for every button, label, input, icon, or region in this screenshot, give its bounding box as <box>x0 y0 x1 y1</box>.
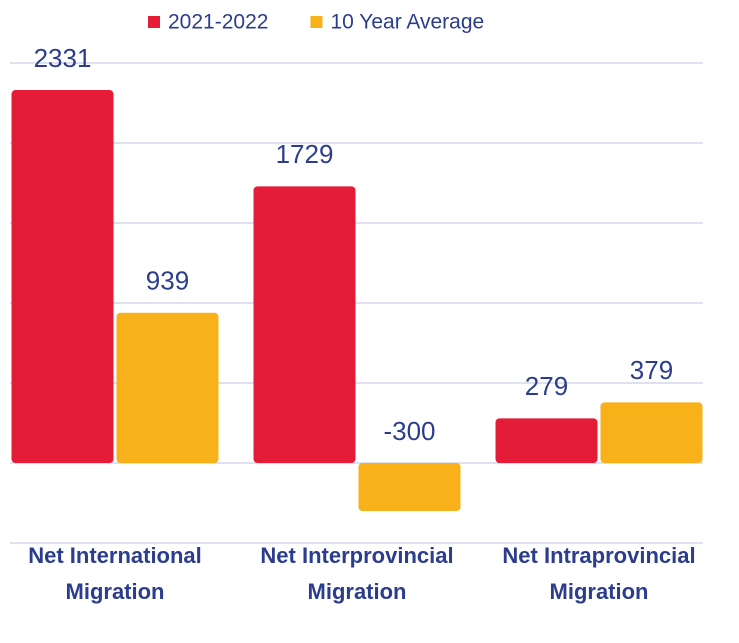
bar <box>495 418 598 463</box>
x-tick-label: Net Interprovincial Migration <box>260 543 453 604</box>
legend-swatch <box>148 16 160 28</box>
value-label: 1729 <box>276 139 334 169</box>
legend-swatch <box>310 16 323 28</box>
legend-label: 2021-2022 <box>168 11 268 34</box>
bar <box>11 90 114 463</box>
value-label: -300 <box>383 416 435 446</box>
bar <box>253 186 356 464</box>
bar <box>600 402 703 463</box>
value-label: 2331 <box>34 43 92 73</box>
x-tick-label: Net Intraprovincial Migration <box>502 543 695 604</box>
x-tick-label: Net International Migration <box>28 543 202 604</box>
value-label: 279 <box>525 371 568 401</box>
bar <box>358 463 461 511</box>
value-label: 379 <box>630 355 673 385</box>
legend-label: 10 Year Average <box>330 11 484 34</box>
value-label: 939 <box>146 266 189 296</box>
bar <box>116 312 219 463</box>
